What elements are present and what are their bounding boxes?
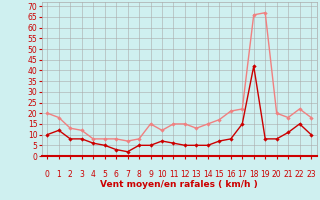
X-axis label: Vent moyen/en rafales ( km/h ): Vent moyen/en rafales ( km/h ) [100,180,258,189]
